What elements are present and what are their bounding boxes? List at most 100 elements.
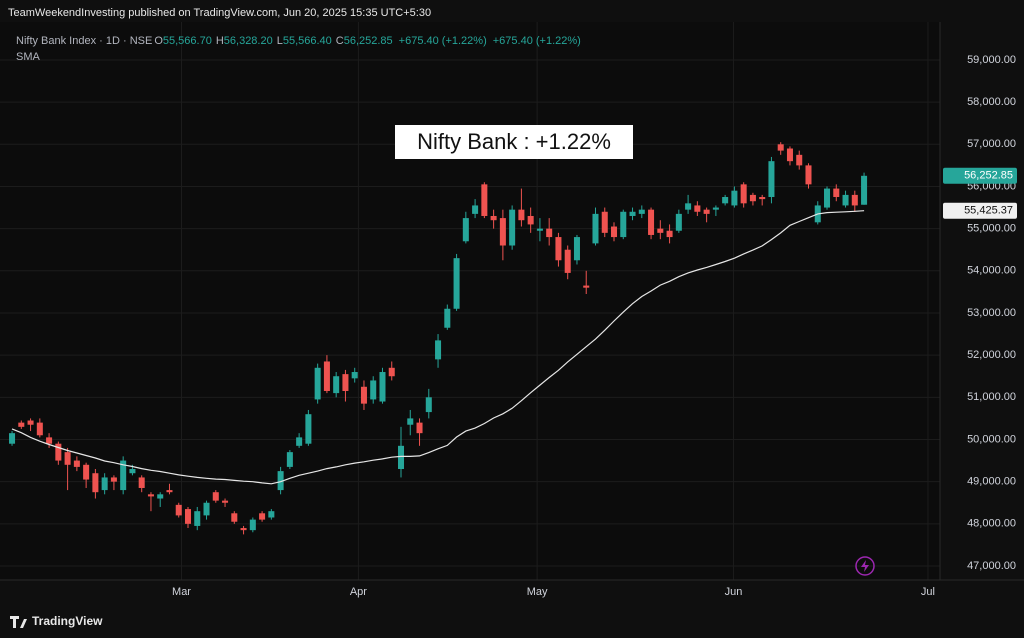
plot-area [0,22,940,580]
candle-body [388,367,395,377]
candle-body [379,372,386,402]
y-tick-label: 54,000.00 [967,265,1016,277]
candle-body [435,340,442,360]
y-tick-label: 58,000.00 [967,96,1016,108]
candle-body [46,437,53,444]
candle-body [184,509,192,524]
candle-body [731,190,738,206]
candle-body [453,258,460,309]
candle-body [759,197,766,200]
y-tick-label: 52,000.00 [967,349,1016,361]
candle-body [657,228,664,233]
y-tick-label: 59,000.00 [967,54,1016,66]
x-tick-label: May [527,586,548,598]
logo-icon [10,616,27,628]
candle-body [212,492,219,501]
candle-body [712,207,719,210]
candle-body [472,205,479,214]
ohlc-legend: O55,566.70 H56,328.20 L55,566.40 C56,252.85… [154,35,581,47]
candle-body [360,386,367,404]
lightning-icon[interactable] [855,556,875,576]
candle-body [73,460,80,467]
candle-body [786,148,793,162]
candle-body [499,218,506,246]
candle-body [370,380,377,400]
candle-body [203,502,210,516]
candle-body [268,511,275,518]
candle-body [194,511,201,526]
sma-line [11,210,865,485]
candle-body [231,513,238,522]
candle-body [564,249,571,273]
candle-body [407,418,414,425]
ohlc-key: H [216,35,224,47]
candle-body [648,209,655,235]
footer-logo: TradingView [10,614,103,628]
last-price-box [943,167,1017,184]
candle-body [481,184,488,216]
candle-body [286,452,293,467]
candle-body [342,374,349,391]
candle-body [397,445,405,470]
candle-body [583,285,590,288]
candle-body [147,494,154,497]
ohlc-key: O [154,35,163,47]
symbol: Nifty Bank Index · 1D · NSE [16,35,152,47]
candle-body [805,165,812,185]
candle-body [305,414,312,444]
change-label: +675.40 (+1.22%) [399,35,487,47]
candle-body [333,376,340,394]
candle-body [64,452,71,465]
candle-body [509,209,516,246]
candle-body [555,237,562,261]
candle-body [861,175,868,205]
candle-body [296,437,303,446]
last-price-label: 56,252.85 [964,170,1013,182]
sma-price-box [943,202,1017,219]
candle-body [842,194,849,206]
candle-body [18,422,25,427]
candle-body [638,209,645,214]
candle-body [703,209,710,214]
candle-body [851,194,858,206]
x-tick-label: Apr [350,586,367,598]
candle-body [27,420,34,425]
y-tick-label: 55,000.00 [967,223,1016,235]
candle-body [222,500,229,503]
publisher-line: TeamWeekendInvesting published on Tradin… [8,7,431,19]
candle-body [675,213,682,231]
candle-body [157,494,164,499]
y-tick-label: 49,000.00 [967,476,1016,488]
candle-body [490,215,497,221]
ohlc-value: 56,328.20 [224,35,273,47]
y-tick-label: 53,000.00 [967,307,1016,319]
icon-ring[interactable] [855,556,875,576]
y-tick-label: 48,000.00 [967,518,1016,530]
candle-body [462,218,469,242]
candle-body [83,464,90,480]
annotation-box [395,125,633,159]
ohlc-value: 56,252.85 [344,35,393,47]
x-tick-label: Jul [921,586,935,598]
ohlc-key: C [336,35,344,47]
axes: 47,000.00 48,000.00 49,000.00 50,000.00 51,0… [172,54,1017,598]
candle-body [259,513,266,520]
candle-body [694,205,701,212]
candle-body [824,188,831,208]
candle-body [629,211,636,216]
candle-body [527,215,534,225]
sma-price-label: 55,425.37 [964,205,1013,217]
candle-body [777,144,784,151]
candle-body [620,211,627,238]
candle-body [425,397,432,413]
candle-body [351,372,358,379]
candle-body [592,213,599,244]
candle-body [92,473,99,493]
candle-body [518,209,525,221]
x-tick-label: Jun [725,586,743,598]
candle-body [110,477,117,482]
icon-bolt[interactable] [861,560,869,572]
candle-body [601,211,608,233]
candle-body [175,504,182,516]
